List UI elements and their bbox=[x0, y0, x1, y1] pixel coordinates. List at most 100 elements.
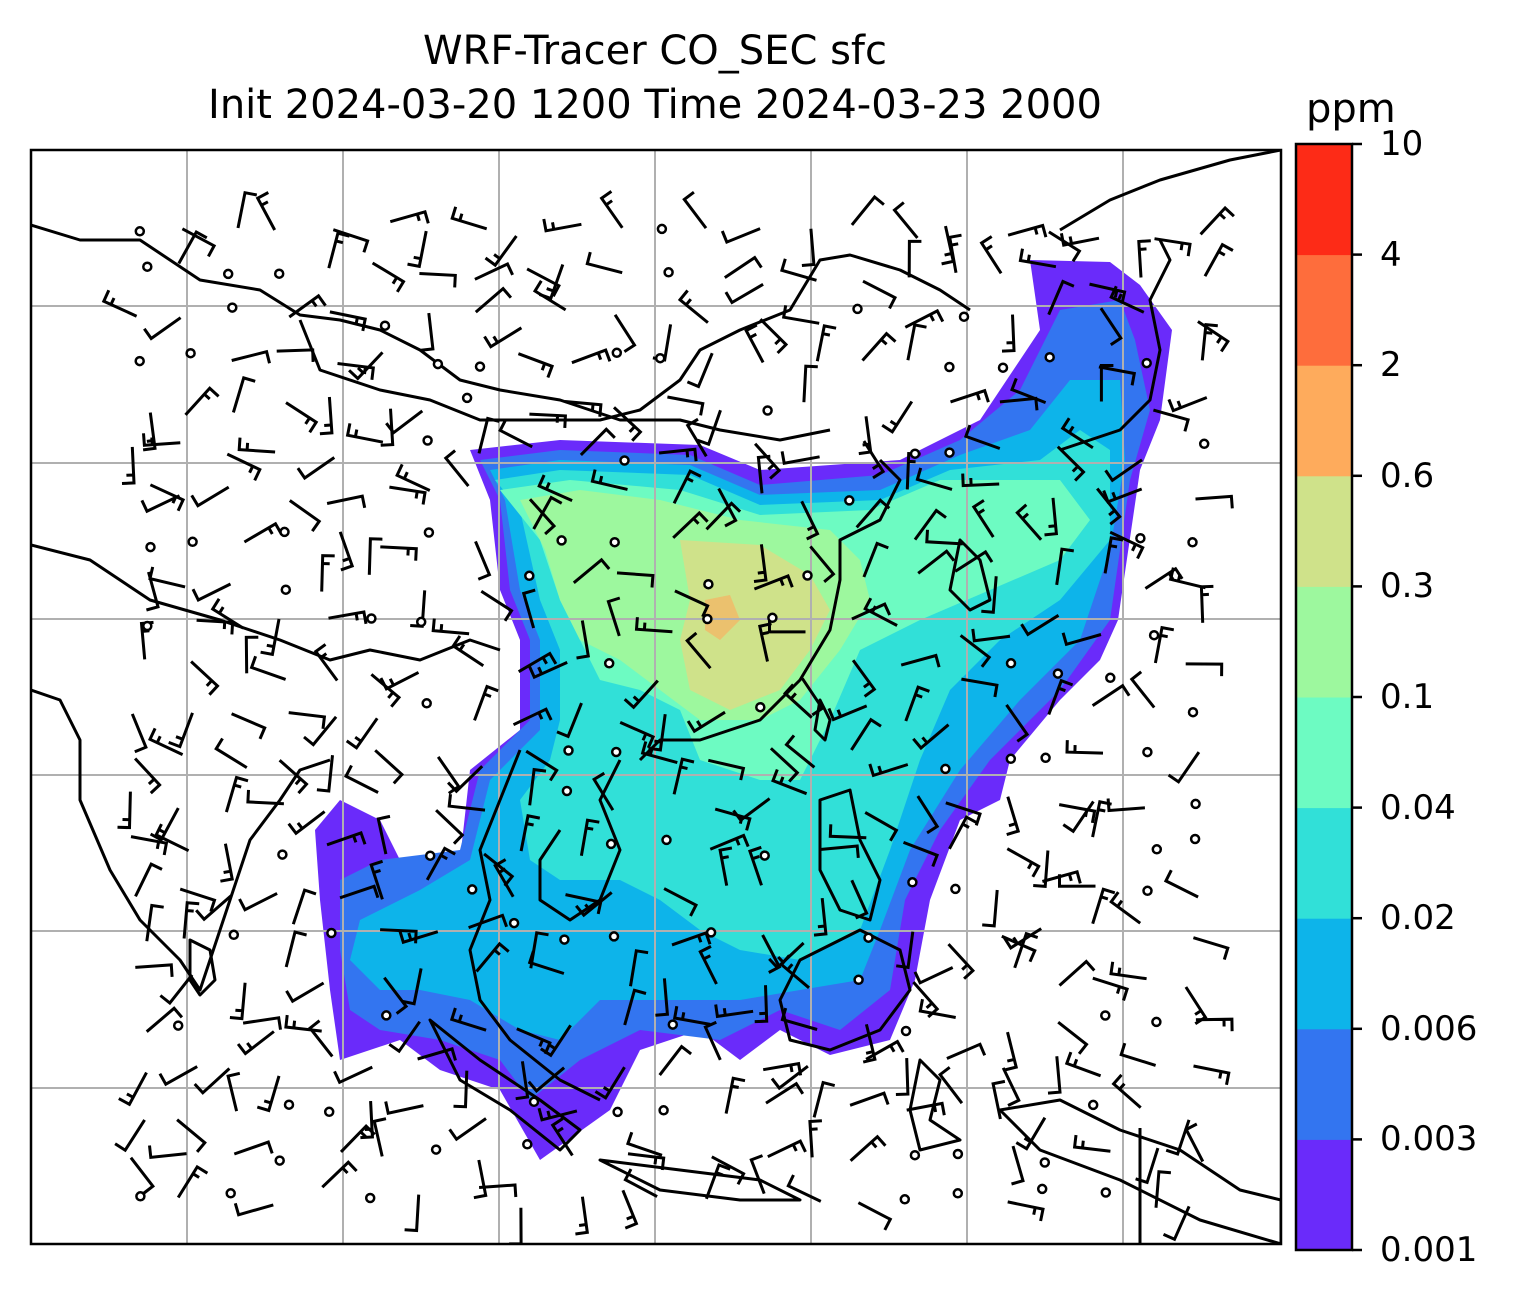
colorbar-tick-label: 2 bbox=[1380, 345, 1402, 386]
wind-barb bbox=[759, 318, 789, 355]
calm-wind-circle bbox=[658, 1105, 669, 1116]
wind-barb bbox=[483, 852, 515, 887]
wind-barb bbox=[184, 386, 220, 416]
wind-barb bbox=[380, 408, 395, 447]
wind-barb bbox=[374, 749, 405, 785]
wind-barb bbox=[285, 981, 325, 1004]
wind-barb bbox=[619, 721, 656, 749]
wind-barb bbox=[1091, 887, 1116, 925]
wind-barb bbox=[1006, 796, 1021, 837]
colorbar-tick-label: 0.3 bbox=[1380, 566, 1435, 607]
wind-barb bbox=[447, 794, 486, 812]
wind-barb bbox=[114, 1119, 146, 1153]
wind-barb bbox=[154, 823, 190, 853]
wind-barb bbox=[572, 557, 611, 584]
wind-barb bbox=[436, 756, 461, 795]
calm-wind-circle bbox=[524, 570, 535, 582]
calm-wind-circle bbox=[952, 1148, 964, 1160]
wind-barb bbox=[1044, 497, 1059, 537]
calm-wind-circle bbox=[1039, 1157, 1051, 1168]
coastline-india bbox=[31, 688, 331, 992]
wind-barb bbox=[769, 747, 800, 783]
wind-barb bbox=[720, 227, 761, 245]
wind-barb bbox=[685, 631, 712, 670]
wind-barb bbox=[579, 818, 600, 856]
wind-barb bbox=[256, 1075, 281, 1113]
coastline-japan bbox=[1059, 239, 1172, 452]
wind-barb bbox=[238, 892, 278, 912]
wind-barb bbox=[129, 1156, 156, 1195]
colorbar-segment bbox=[1296, 254, 1352, 366]
wind-barb bbox=[571, 348, 612, 365]
wind-barb bbox=[146, 571, 160, 612]
wind-barb bbox=[768, 941, 805, 970]
wind-barb bbox=[249, 655, 287, 681]
wind-barb bbox=[1184, 1122, 1205, 1163]
wind-barb bbox=[288, 499, 322, 532]
wind-barb bbox=[329, 310, 367, 332]
calm-wind-circle bbox=[563, 745, 574, 756]
wind-barb bbox=[612, 406, 643, 442]
wind-barb bbox=[682, 191, 708, 230]
wind-barb bbox=[395, 463, 431, 492]
wind-barb bbox=[478, 1183, 518, 1198]
wind-barb bbox=[1033, 850, 1050, 889]
calm-wind-circle bbox=[1151, 1016, 1162, 1028]
wind-barb bbox=[1057, 1021, 1089, 1055]
wind-barb bbox=[950, 388, 990, 404]
wind-barb bbox=[1154, 237, 1192, 257]
wind-barb bbox=[483, 326, 523, 349]
wind-barb bbox=[959, 634, 992, 668]
wind-barb bbox=[431, 618, 470, 636]
wind-barb bbox=[576, 620, 591, 660]
calm-wind-circle bbox=[466, 884, 478, 895]
wind-barb bbox=[480, 589, 514, 622]
wind-barb bbox=[904, 308, 945, 329]
wind-barb bbox=[828, 824, 867, 840]
wind-barb bbox=[801, 228, 816, 267]
colorbar-tick-label: 0.006 bbox=[1380, 1008, 1478, 1049]
wind-barb bbox=[288, 711, 327, 729]
wind-barb bbox=[339, 1123, 376, 1153]
calm-wind-circle bbox=[432, 358, 444, 370]
wind-barb bbox=[296, 456, 336, 481]
wind-barb bbox=[448, 1117, 487, 1142]
wind-barb bbox=[1013, 931, 1039, 969]
wind-barb bbox=[575, 891, 613, 918]
wind-barb bbox=[1184, 986, 1208, 1026]
wind-barb bbox=[813, 897, 828, 937]
calm-wind-circle bbox=[273, 268, 285, 279]
wind-barb bbox=[1047, 678, 1074, 716]
calm-wind-circle bbox=[227, 302, 238, 313]
coastline-indochina bbox=[468, 749, 601, 1102]
calm-wind-circle bbox=[228, 929, 240, 941]
wind-barb bbox=[525, 749, 559, 782]
calm-wind-circle bbox=[381, 1010, 392, 1021]
wind-barb bbox=[758, 622, 772, 662]
colorbar-segment bbox=[1296, 1028, 1352, 1140]
wind-barb bbox=[906, 1101, 946, 1116]
wind-barb bbox=[231, 376, 256, 413]
wind-barb bbox=[1109, 530, 1145, 560]
wind-barb bbox=[732, 797, 771, 823]
wind-barb bbox=[307, 1019, 334, 1058]
wind-barb bbox=[906, 323, 927, 361]
wind-barb bbox=[475, 941, 510, 973]
calm-wind-circle bbox=[366, 613, 377, 624]
calm-wind-circle bbox=[1142, 746, 1153, 758]
wind-barb bbox=[1154, 1170, 1172, 1208]
wind-barb bbox=[417, 1047, 457, 1061]
wind-barb bbox=[946, 1042, 987, 1060]
calm-wind-circle bbox=[909, 1149, 921, 1161]
wind-barb bbox=[782, 683, 813, 719]
calm-wind-circle bbox=[863, 932, 874, 943]
calm-wind-circle bbox=[559, 934, 570, 945]
wind-barb bbox=[1096, 487, 1122, 526]
wind-barb bbox=[287, 810, 326, 836]
wind-barb bbox=[190, 485, 230, 508]
wind-barb bbox=[220, 843, 234, 883]
wind-barb bbox=[231, 349, 271, 364]
wind-barb bbox=[850, 194, 885, 226]
calm-wind-circle bbox=[1141, 357, 1152, 369]
calm-wind-circle bbox=[172, 1020, 184, 1031]
